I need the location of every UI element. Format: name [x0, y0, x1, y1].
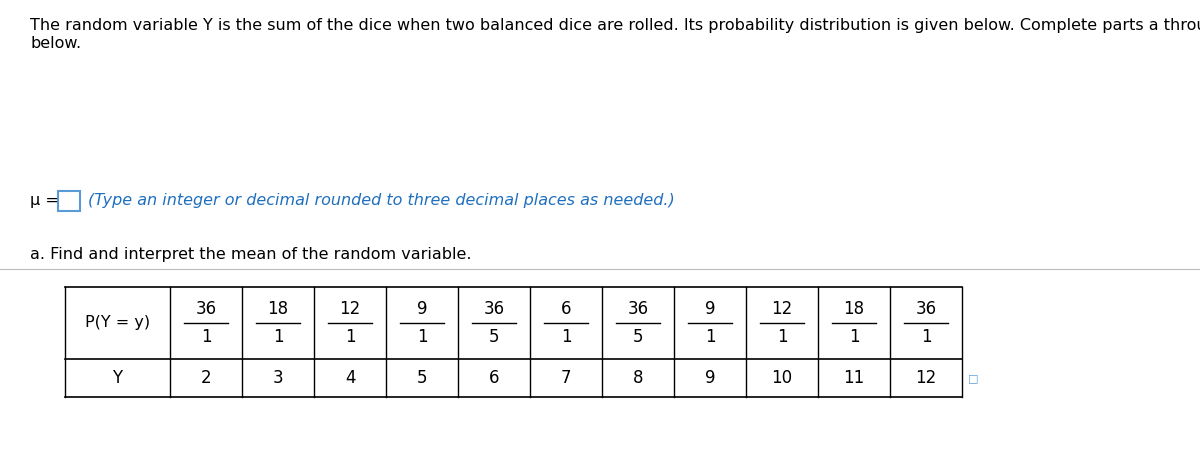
Text: Y: Y [113, 369, 122, 387]
Text: 9: 9 [416, 300, 427, 318]
Text: 5: 5 [416, 369, 427, 387]
Text: 1: 1 [272, 328, 283, 346]
Text: 36: 36 [196, 300, 216, 318]
Text: 1: 1 [920, 328, 931, 346]
Text: 6: 6 [560, 300, 571, 318]
Text: 10: 10 [772, 369, 792, 387]
Text: 5: 5 [632, 328, 643, 346]
Text: a. Find and interpret the mean of the random variable.: a. Find and interpret the mean of the ra… [30, 247, 472, 262]
Text: 12: 12 [916, 369, 937, 387]
Text: 1: 1 [776, 328, 787, 346]
Text: 8: 8 [632, 369, 643, 387]
FancyBboxPatch shape [58, 191, 80, 211]
Text: 36: 36 [628, 300, 648, 318]
Text: 1: 1 [560, 328, 571, 346]
Text: μ =: μ = [30, 194, 64, 209]
Text: 9: 9 [704, 300, 715, 318]
Text: 7: 7 [560, 369, 571, 387]
Text: 3: 3 [272, 369, 283, 387]
Text: 11: 11 [844, 369, 865, 387]
Text: P(Y = y): P(Y = y) [85, 315, 150, 330]
Text: 1: 1 [200, 328, 211, 346]
Text: 12: 12 [772, 300, 793, 318]
Text: The random variable Y is the sum of the dice when two balanced dice are rolled. : The random variable Y is the sum of the … [30, 18, 1200, 33]
Text: 18: 18 [844, 300, 864, 318]
Text: 36: 36 [916, 300, 936, 318]
Text: 1: 1 [704, 328, 715, 346]
Text: □: □ [968, 373, 978, 383]
Text: 9: 9 [704, 369, 715, 387]
Text: 12: 12 [340, 300, 361, 318]
Text: 4: 4 [344, 369, 355, 387]
Text: (Type an integer or decimal rounded to three decimal places as needed.): (Type an integer or decimal rounded to t… [88, 194, 674, 209]
Text: 1: 1 [848, 328, 859, 346]
Text: 6: 6 [488, 369, 499, 387]
Text: 1: 1 [416, 328, 427, 346]
Text: 2: 2 [200, 369, 211, 387]
Text: 5: 5 [488, 328, 499, 346]
Text: 18: 18 [268, 300, 288, 318]
Text: 1: 1 [344, 328, 355, 346]
Text: below.: below. [30, 36, 82, 51]
Text: 36: 36 [484, 300, 504, 318]
